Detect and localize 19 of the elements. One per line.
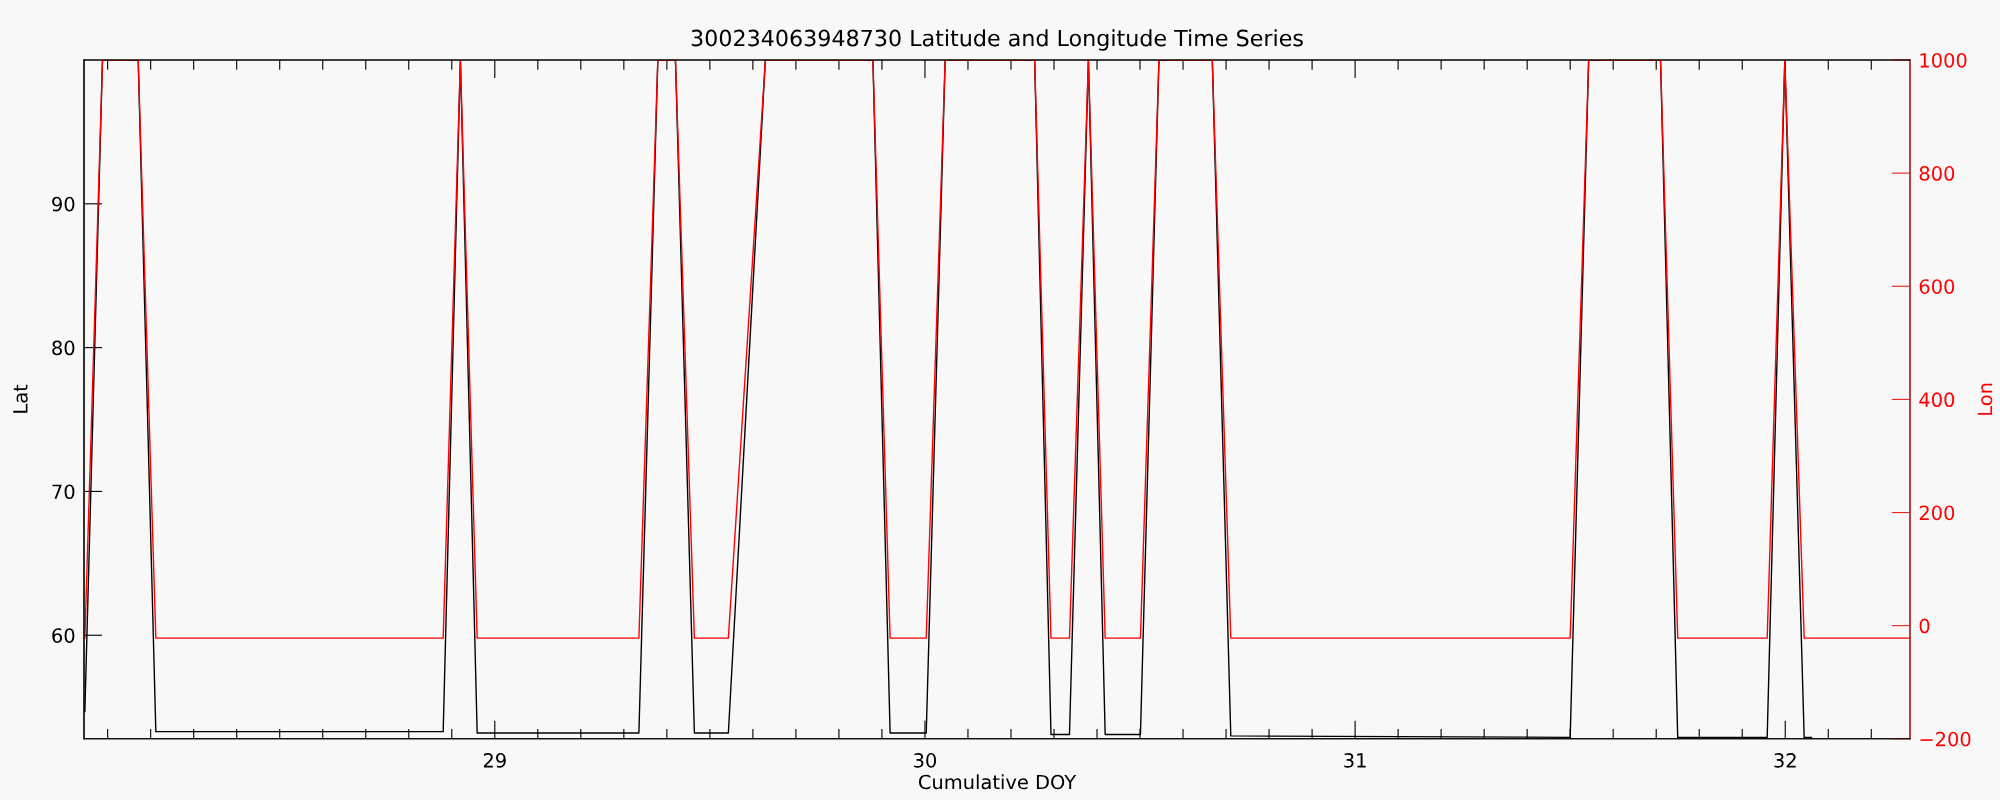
chart-title: 300234063948730 Latitude and Longitude Time Series — [691, 29, 1303, 51]
x-tick-label: 32 — [1774, 753, 1796, 768]
y-tick-label: 80 — [52, 340, 75, 356]
y2-tick-label: −200 — [1920, 731, 1971, 747]
y2-tick-label: 800 — [1919, 166, 1955, 181]
x-axis-title: Cumulative DOY — [918, 774, 1077, 790]
x-tick-label: 29 — [483, 753, 506, 768]
y2-tick-label: 1000 — [1920, 52, 1967, 68]
y2-tick-label: 400 — [1919, 392, 1955, 408]
y2-tick-label: 600 — [1919, 279, 1955, 294]
y2-tick-label: 0 — [1919, 618, 1930, 634]
y-axis-title: Lat — [13, 384, 28, 413]
y-tick-label: 90 — [52, 196, 75, 212]
y2-tick-label: 200 — [1919, 505, 1955, 521]
y-tick-label: 60 — [52, 628, 75, 643]
y-tick-label: 70 — [52, 484, 75, 500]
x-tick-label: 31 — [1344, 753, 1366, 768]
y2-axis-title: Lon — [1977, 383, 1993, 415]
x-tick-label: 30 — [914, 753, 937, 768]
